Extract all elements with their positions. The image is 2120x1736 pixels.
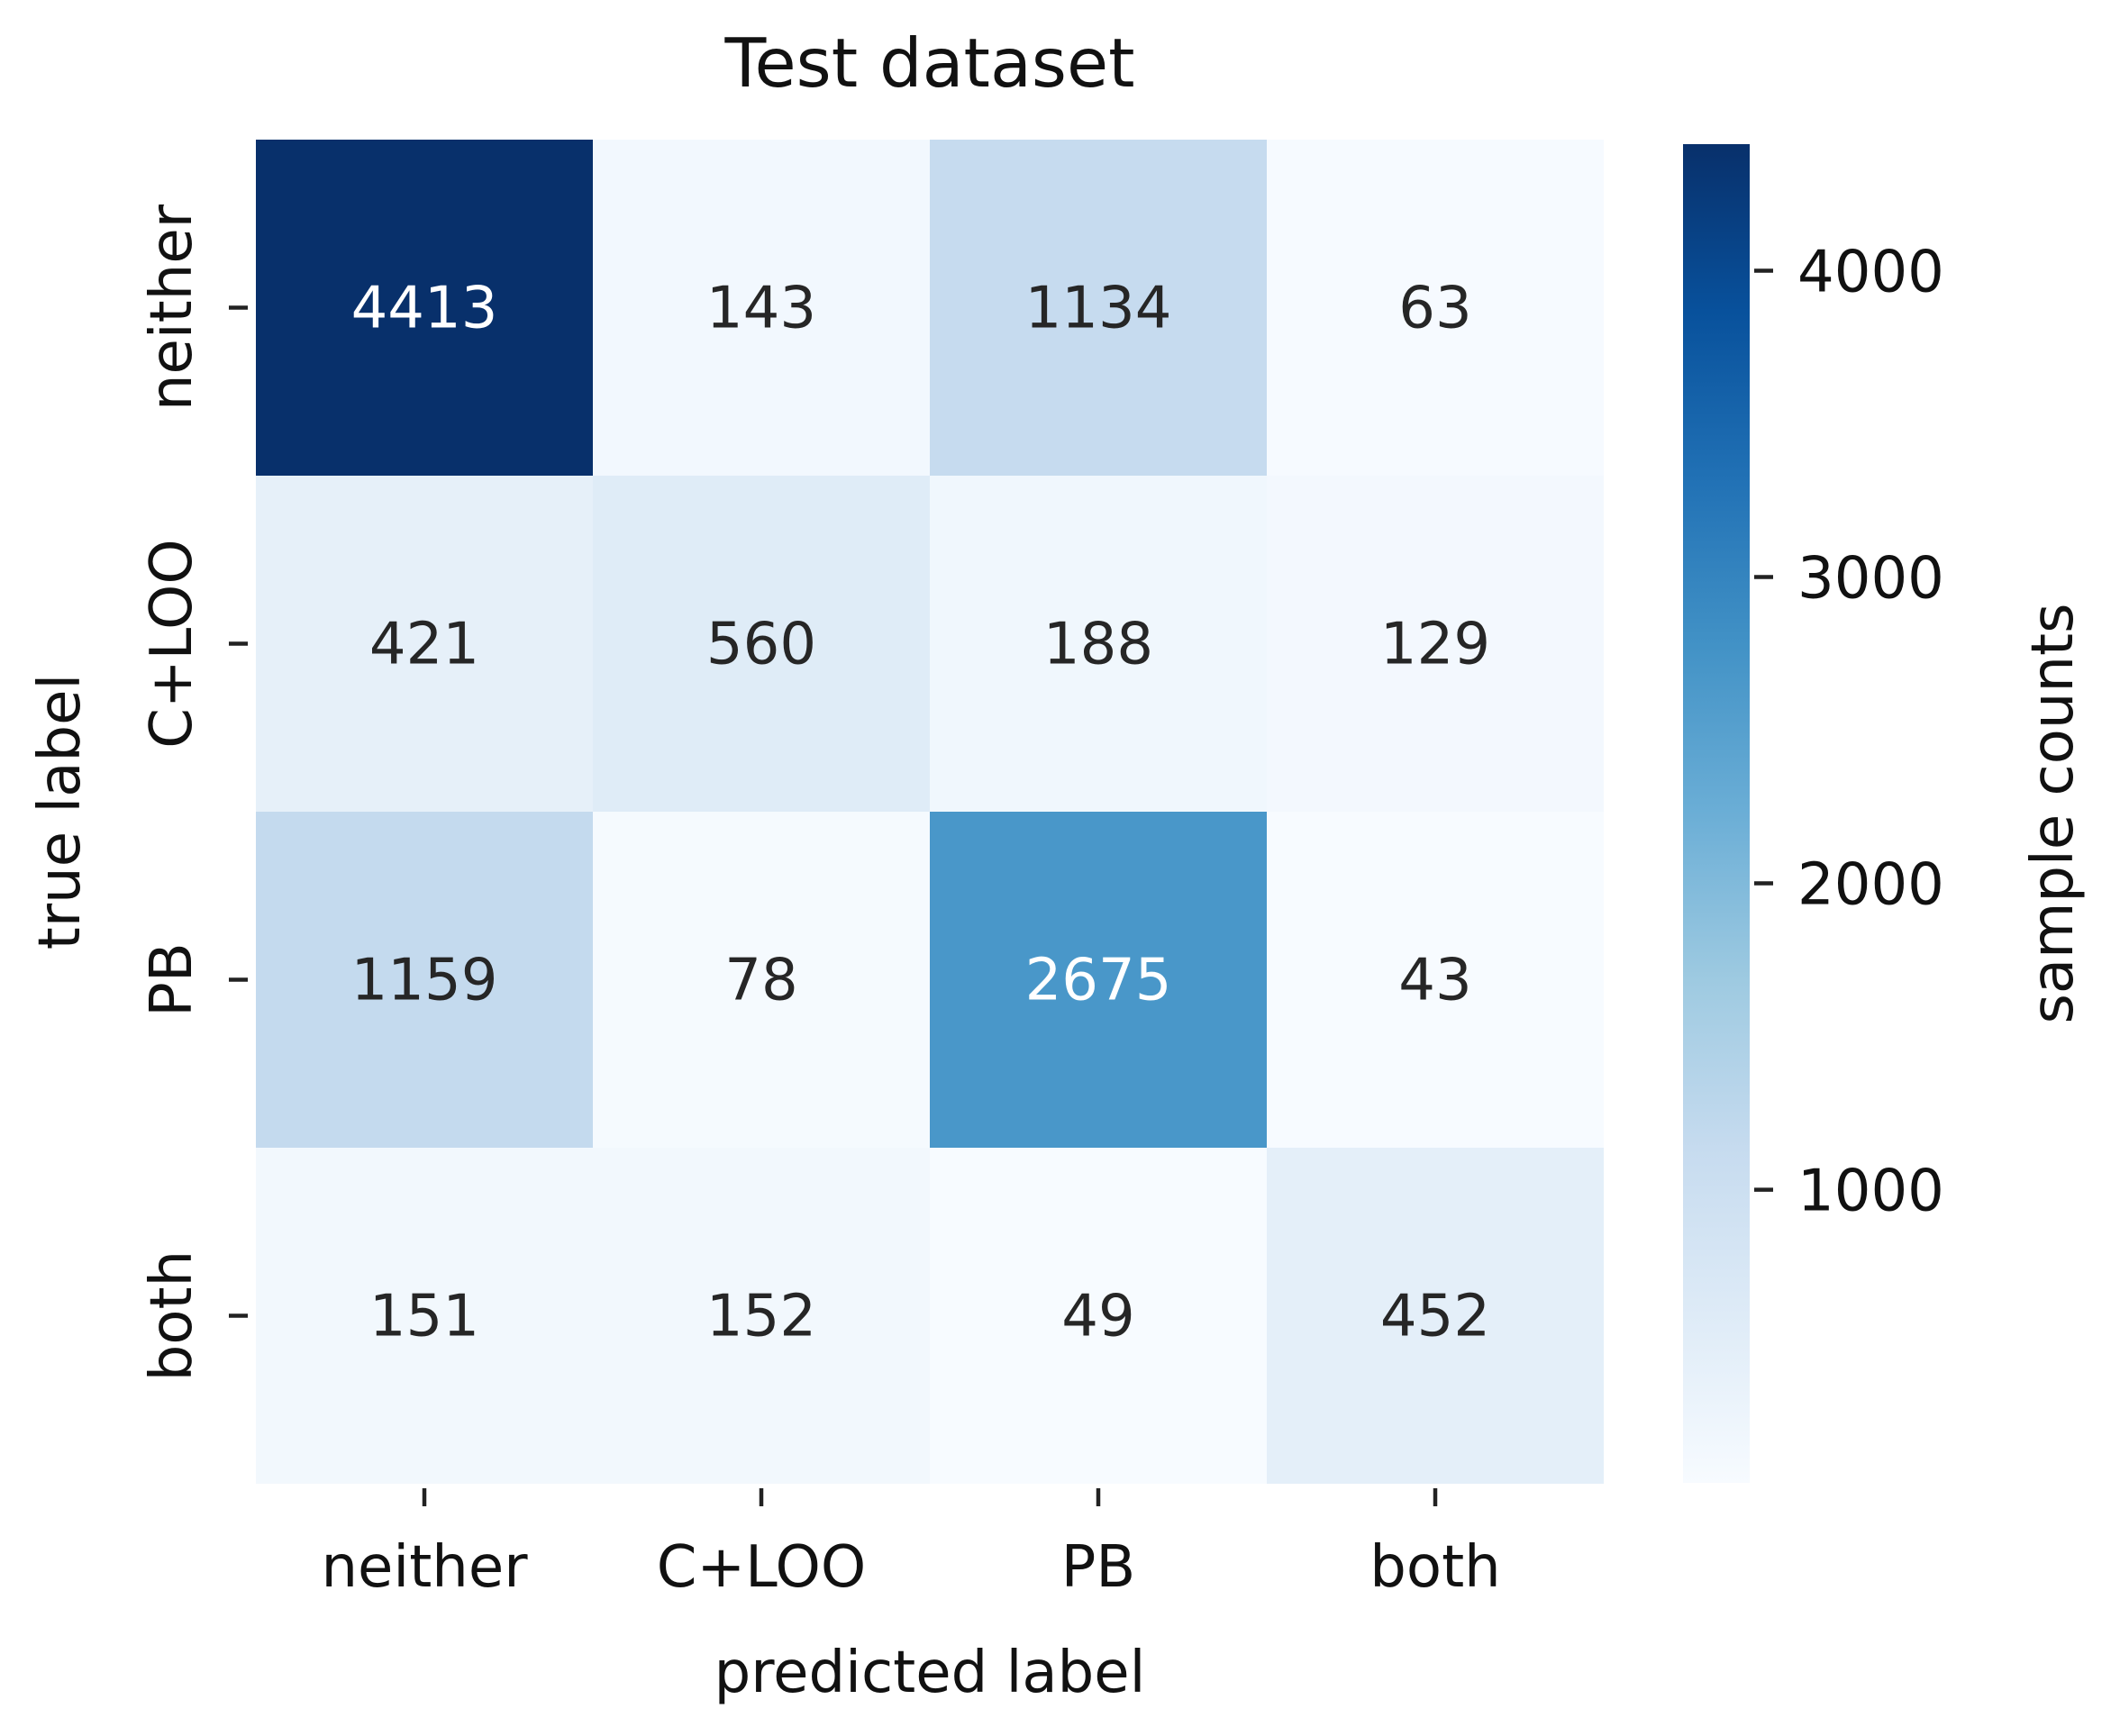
x-tick-label: both [1369,1534,1500,1601]
heatmap-cell-0-0 [256,140,593,476]
y-tick-label: PB [139,942,205,1017]
heatmap-cell-2-2 [930,812,1267,1148]
cell-value-label: 188 [1043,612,1153,678]
colorbar-tick-label: 3000 [1797,545,1944,612]
cell-value-label: 2675 [1025,948,1172,1014]
y-tick-label: C+LOO [139,539,205,748]
heatmap-cells: 4413 143 1134 63 421 560 188 129 1159 78 2675 43 151… [256,140,1604,1484]
colorbar-tick-label: 1000 [1797,1159,1944,1225]
cell-value-label: 152 [706,1284,816,1350]
cell-value-label: 43 [1398,948,1471,1014]
colorbar-label: sample counts [2020,604,2087,1024]
cell-value-label: 129 [1380,612,1490,678]
x-tick-label: PB [1061,1534,1136,1601]
cell-value-label: 63 [1398,276,1471,342]
x-axis-ticks: neither C+LOO PB both [321,1488,1501,1601]
x-axis-label: predicted label [714,1640,1146,1706]
cell-value-label: 143 [706,276,816,342]
cell-value-label: 78 [724,948,797,1014]
cell-value-label: 452 [1380,1284,1490,1350]
cell-value-label: 4413 [351,276,498,342]
heatmap-cell-3-3 [1267,1148,1604,1484]
heatmap-cell-2-3 [1267,812,1604,1148]
y-axis-label: true label [27,674,94,950]
heatmap-cell-3-2 [930,1148,1267,1484]
heatmap-cell-1-1 [593,476,930,812]
heatmap-cell-3-1 [593,1148,930,1484]
cell-value-label: 1134 [1025,276,1172,342]
chart-title: Test dataset [723,23,1134,103]
y-tick-label: both [139,1250,205,1381]
cell-value-label: 151 [369,1284,479,1350]
x-tick-label: neither [321,1534,528,1601]
heatmap-cell-0-2 [930,140,1267,476]
heatmap-cell-2-1 [593,812,930,1148]
y-tick-label: neither [139,204,205,411]
cell-value-label: 421 [369,612,479,678]
colorbar-tick-label: 2000 [1797,852,1944,919]
cell-value-label: 49 [1061,1284,1134,1350]
heatmap-cell-3-0 [256,1148,593,1484]
heatmap-cell-1-3 [1267,476,1604,812]
cell-value-label: 560 [706,612,816,678]
colorbar [1683,144,1750,1483]
colorbar-ticks: 1000 2000 3000 4000 [1754,239,1944,1225]
cell-value-label: 1159 [351,948,498,1014]
heatmap-cell-0-3 [1267,140,1604,476]
heatmap-cell-1-2 [930,476,1267,812]
colorbar-tick-label: 4000 [1797,239,1944,305]
heatmap-cell-0-1 [593,140,930,476]
x-tick-label: C+LOO [657,1534,866,1601]
y-axis-ticks: neither C+LOO PB both [139,204,248,1381]
heatmap-cell-2-0 [256,812,593,1148]
heatmap-cell-1-0 [256,476,593,812]
